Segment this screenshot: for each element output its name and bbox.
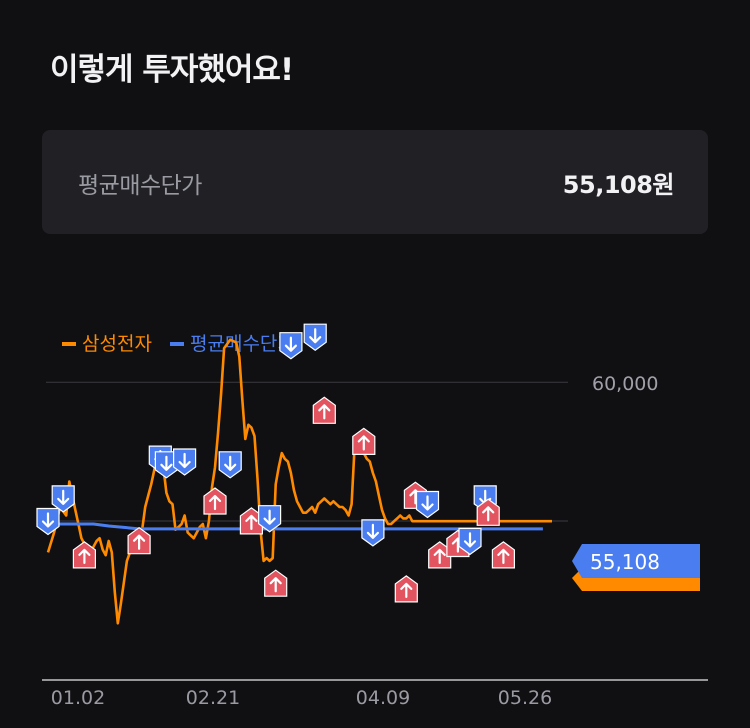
legend-swatch (170, 342, 184, 346)
page-title: 이렇게 투자했어요! (50, 52, 294, 88)
sell-marker-icon (312, 396, 336, 424)
y-tick-label: 60,000 (592, 373, 658, 395)
sell-marker-icon (476, 498, 500, 526)
buy-marker-icon (279, 332, 303, 360)
buy-marker-icon (173, 448, 197, 476)
legend-label: 삼성전자 (82, 333, 152, 355)
sell-marker-icon (127, 526, 151, 555)
sell-marker-icon (491, 541, 515, 569)
sell-marker-icon (428, 541, 452, 569)
x-tick-label: 02.21 (186, 687, 240, 709)
buy-marker-icon (303, 323, 327, 351)
average-price-tag (572, 544, 700, 578)
average-price-card: 평균매수단가 55,108원 (42, 130, 708, 234)
buy-marker-icon (36, 507, 60, 536)
buy-marker-icon (51, 485, 75, 513)
stock-price-line (46, 338, 552, 625)
average-price-tag-label: 55,108 (590, 550, 660, 574)
legend-label: 평균매수단가 (190, 333, 295, 355)
buy-marker-icon (258, 505, 282, 533)
buy-marker-icon (415, 490, 440, 519)
buy-marker-icon (458, 527, 482, 556)
x-tick-label: 05.26 (498, 687, 552, 709)
buy-marker-icon (218, 451, 242, 479)
legend-swatch (62, 342, 76, 346)
average-price-value: 55,108원 (562, 171, 675, 199)
sell-marker-icon (394, 575, 418, 603)
x-tick-label: 04.09 (356, 687, 410, 709)
buy-marker-icon (361, 519, 385, 547)
sell-marker-icon (72, 541, 97, 569)
x-tick-label: 01.02 (51, 687, 105, 709)
sell-marker-icon (264, 569, 288, 597)
average-price-label: 평균매수단가 (78, 173, 202, 199)
sell-marker-icon (203, 487, 227, 515)
sell-marker-icon (352, 427, 376, 455)
sell-marker-icon (239, 507, 263, 535)
